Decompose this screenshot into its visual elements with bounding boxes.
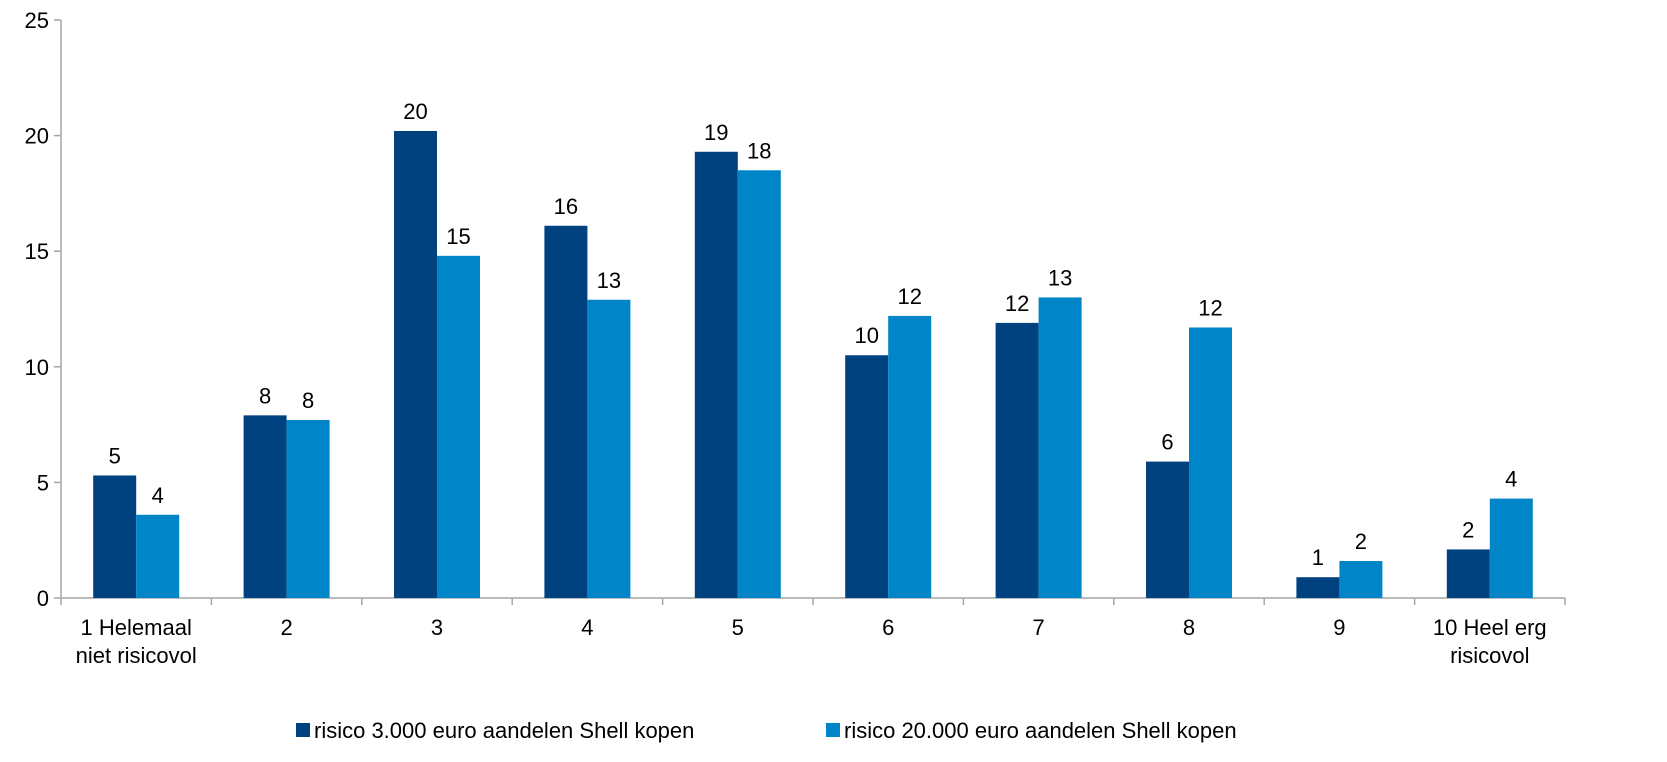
y-axis: 0 5 10 15 20 25 [25, 8, 62, 611]
bar-series-2 [1489, 498, 1533, 598]
bar-series-2 [1038, 297, 1082, 598]
legend-swatch-series-2 [826, 723, 840, 737]
bar-series-1 [1446, 549, 1490, 598]
bar-series-1 [243, 415, 287, 598]
data-label-series-2: 12 [897, 284, 921, 309]
bar-series-2 [737, 170, 781, 598]
data-label-series-2: 13 [597, 268, 621, 293]
legend-label-series-2: risico 20.000 euro aandelen Shell kopen [844, 718, 1237, 743]
data-label-series-1: 20 [403, 99, 427, 124]
x-tick-label: 6 [882, 615, 894, 640]
data-label-series-1: 10 [854, 323, 878, 348]
data-label-series-2: 18 [747, 138, 771, 163]
bar-series-1 [845, 355, 889, 598]
bars [93, 130, 1533, 598]
data-label-series-1: 6 [1161, 430, 1173, 455]
data-label-series-1: 12 [1005, 291, 1029, 316]
x-tick-label: 7 [1032, 615, 1044, 640]
x-tick-label: niet risicovol [76, 643, 197, 668]
bar-series-2 [286, 419, 330, 598]
x-tick-label: 9 [1333, 615, 1345, 640]
y-tick-label: 10 [25, 355, 49, 380]
y-tick-label: 0 [37, 586, 49, 611]
data-label-series-2: 8 [302, 388, 314, 413]
legend: risico 3.000 euro aandelen Shell kopen r… [296, 718, 1237, 743]
bar-series-1 [544, 225, 588, 598]
bar-series-1 [1296, 577, 1340, 598]
data-label-series-2: 15 [446, 224, 470, 249]
bar-series-1 [995, 322, 1039, 598]
data-label-series-2: 13 [1048, 265, 1072, 290]
bar-series-2 [1189, 327, 1232, 598]
data-label-series-1: 1 [1312, 545, 1324, 570]
bar-series-1 [1146, 461, 1189, 598]
data-label-series-2: 4 [1505, 467, 1517, 492]
bar-series-2 [888, 315, 932, 598]
bar-series-1 [93, 475, 137, 598]
bar-series-2 [136, 514, 180, 598]
x-tick-label: 4 [581, 615, 593, 640]
y-tick-label: 5 [37, 470, 49, 495]
bar-series-1 [694, 151, 738, 598]
x-tick-label: 3 [431, 615, 443, 640]
y-tick-label: 25 [25, 8, 49, 33]
legend-swatch-series-1 [296, 723, 310, 737]
x-tick-label: risicovol [1450, 643, 1529, 668]
bar-series-1 [394, 130, 437, 598]
data-label-series-2: 12 [1198, 295, 1222, 320]
data-label-series-2: 4 [152, 483, 164, 508]
bar-series-2 [587, 299, 631, 598]
data-label-series-1: 2 [1462, 517, 1474, 542]
data-label-series-1: 8 [259, 383, 271, 408]
x-tick-label: 2 [280, 615, 292, 640]
bar-series-2 [437, 255, 480, 598]
data-label-series-1: 16 [554, 194, 578, 219]
legend-label-series-1: risico 3.000 euro aandelen Shell kopen [314, 718, 694, 743]
data-label-series-1: 5 [109, 443, 121, 468]
x-axis: 1 Helemaal niet risicovol 2 3 4 5 6 7 8 9 10 Heel … [60, 597, 1566, 668]
y-tick-label: 15 [25, 239, 49, 264]
bar-series-2 [1339, 561, 1383, 598]
data-label-series-2: 2 [1355, 529, 1367, 554]
x-tick-label: 10 Heel erg [1433, 615, 1547, 640]
y-tick-label: 20 [25, 124, 49, 149]
x-tick-label: 8 [1183, 615, 1195, 640]
x-tick-label: 1 Helemaal [81, 615, 192, 640]
data-label-series-1: 19 [704, 120, 728, 145]
x-tick-label: 5 [732, 615, 744, 640]
